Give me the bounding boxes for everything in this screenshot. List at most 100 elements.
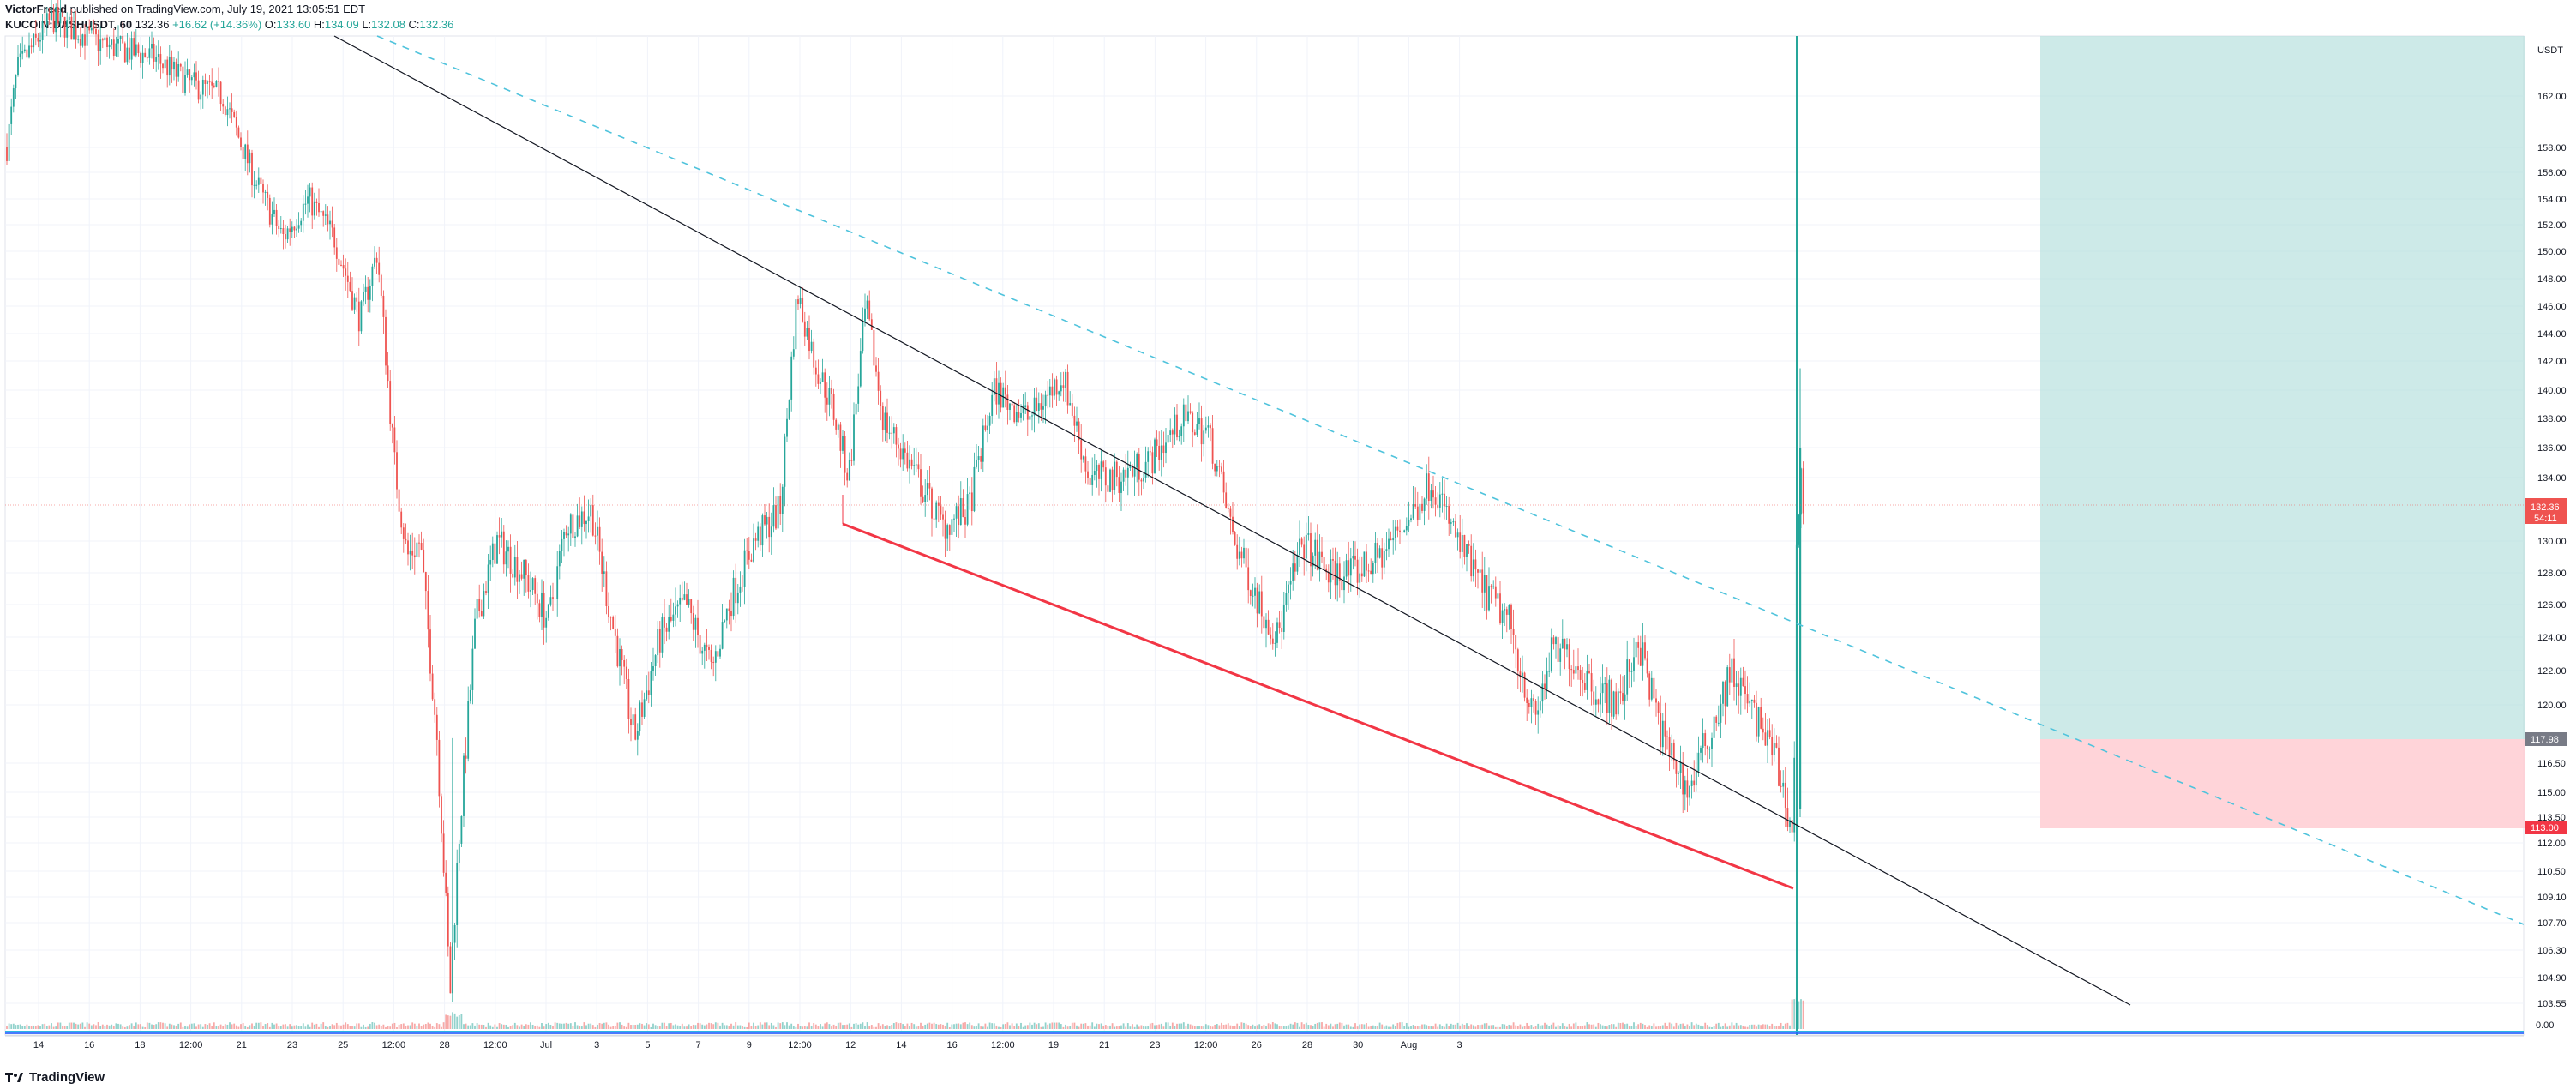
candle-body (850, 460, 853, 461)
volume-bar (1728, 1025, 1731, 1029)
volume-bar (1115, 1026, 1118, 1029)
volume-bar (1546, 1024, 1548, 1029)
volume-bar (1138, 1026, 1140, 1029)
candle-body (1597, 699, 1600, 705)
volume-bar (1047, 1024, 1049, 1029)
candle-body (962, 498, 964, 518)
candle-body (1144, 461, 1147, 478)
candle-body (300, 220, 303, 226)
volume-bar (1367, 1026, 1370, 1029)
volume-bar (141, 1026, 144, 1029)
candle-body (231, 108, 233, 112)
candle-body (574, 536, 576, 538)
volume-bar (605, 1022, 608, 1029)
candle-body (1009, 403, 1011, 410)
volume-bar (944, 1026, 946, 1029)
candle-body (378, 262, 381, 275)
candle-body (1062, 385, 1065, 388)
volume-bar (420, 1026, 423, 1029)
candle-body (1604, 683, 1606, 685)
volume-bar (928, 1022, 931, 1029)
volume-bar (505, 1024, 507, 1029)
candle-body (1276, 622, 1278, 643)
candle-body (1211, 428, 1214, 464)
candle-body (806, 328, 808, 337)
candle-body (1154, 439, 1156, 474)
candle-body (534, 578, 537, 594)
candle-body (714, 651, 717, 663)
price-tick-label: 126.00 (2537, 600, 2567, 611)
volume-bar (1544, 1022, 1546, 1029)
long-position-profit-zone[interactable] (2040, 36, 2525, 739)
volume-bar (416, 1026, 418, 1029)
volume-bar (609, 1026, 612, 1029)
candle-body (1394, 526, 1396, 538)
price-axis[interactable]: USDT 162.00158.00156.00154.00152.00150.0… (2537, 45, 2567, 1009)
volume-bar (1780, 1022, 1782, 1029)
price-tick-label: 109.10 (2537, 893, 2567, 903)
candle-body (95, 28, 97, 35)
volume-bar (1579, 1026, 1582, 1029)
candle-body (781, 486, 784, 514)
candle-body (1136, 454, 1138, 468)
candle-body (137, 44, 140, 54)
volume-bar (1029, 1022, 1031, 1029)
volume-bar (701, 1024, 704, 1029)
volume-bar (111, 1024, 113, 1029)
volume-bar (1624, 1024, 1626, 1029)
volume-bar (507, 1026, 509, 1029)
trendline-dashed[interactable] (376, 35, 2525, 925)
volume-bar (1238, 1026, 1240, 1029)
candle-body (697, 617, 699, 635)
time-tick-label: 5 (645, 1040, 650, 1050)
volume-bar (736, 1025, 739, 1029)
volume-bar (1054, 1022, 1055, 1029)
volume-bar (1151, 1022, 1154, 1029)
candle-body (724, 620, 726, 623)
candle-body (140, 53, 141, 63)
volume-bar (1214, 1024, 1216, 1029)
candle-body (831, 388, 832, 394)
candle-body (59, 12, 62, 24)
footer-brand[interactable]: TradingView (5, 1068, 105, 1086)
volume-bar (452, 1012, 453, 1029)
volume-bar (86, 1022, 88, 1029)
candle-body (1360, 573, 1363, 577)
support-line[interactable] (842, 522, 1794, 890)
candle-body (1240, 551, 1243, 559)
candle-body (1713, 716, 1715, 738)
volume-bar (222, 1026, 225, 1029)
candle-body (681, 597, 683, 600)
candle-body (982, 425, 984, 462)
candle-body (1162, 445, 1165, 454)
trendline-resistance[interactable] (333, 35, 2131, 1006)
volume-bar (1321, 1022, 1323, 1029)
candle-body (587, 516, 590, 521)
volume-bar (1775, 1026, 1778, 1029)
volume-bar (558, 1023, 561, 1029)
volume-bar (1689, 1026, 1690, 1029)
candle-body (249, 152, 251, 164)
volume-bar (37, 1025, 39, 1029)
candle-body (129, 47, 130, 60)
time-axis[interactable]: 14 16 18 12:00 21 23 25 12:00 28 12:00 Jul 3 5 7 9 12:0… (33, 1040, 1462, 1050)
candle-body (790, 356, 793, 400)
candle-body (594, 535, 597, 537)
candle-body (844, 436, 846, 473)
volume-bar (405, 1026, 407, 1029)
candle-body (1450, 522, 1452, 524)
long-position-loss-zone[interactable] (2040, 739, 2525, 828)
volume-bar (1176, 1023, 1178, 1029)
candle-body (1182, 404, 1185, 427)
volume-bar (186, 1026, 189, 1029)
candle-body (402, 527, 405, 539)
candle-body (1508, 605, 1510, 615)
volume-bar (1675, 1022, 1678, 1029)
volume-bar (411, 1022, 414, 1029)
candle-body (993, 378, 995, 395)
volume-bar (962, 1022, 964, 1029)
volume-bar (672, 1025, 675, 1029)
candle-body (859, 351, 862, 387)
volume-bar (842, 1025, 844, 1029)
